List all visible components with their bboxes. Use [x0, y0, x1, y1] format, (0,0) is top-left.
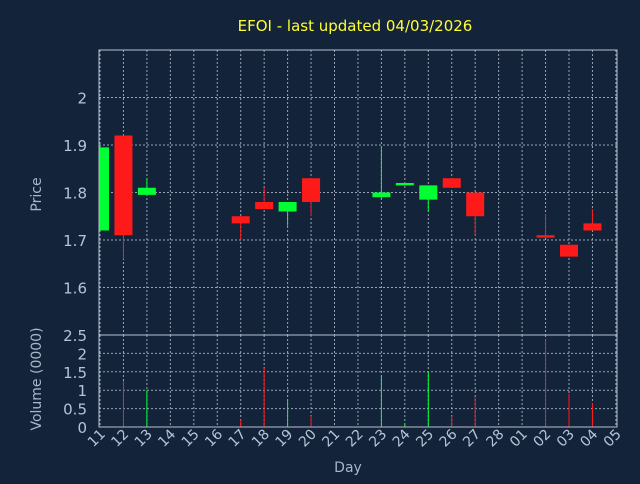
candle-11 — [99, 145, 109, 231]
x-tick-label: 15 — [179, 427, 203, 451]
volume-tick-label: 0.5 — [63, 401, 87, 419]
x-tick-label: 14 — [155, 426, 179, 450]
candle-body — [114, 135, 133, 236]
candle-body — [442, 178, 461, 188]
candle-17 — [231, 216, 250, 240]
candle-27 — [466, 192, 485, 236]
day-axis-label: Day — [334, 460, 362, 476]
volume-tick-label: 1 — [77, 382, 87, 400]
volume-tick-label: 0 — [77, 419, 87, 437]
price-tick-label: 1.8 — [63, 185, 87, 203]
candle-13 — [137, 178, 156, 195]
x-tick-label: 16 — [202, 426, 226, 450]
x-tick-label: 05 — [601, 427, 625, 451]
x-tick-label: 24 — [390, 426, 414, 450]
candle-18 — [255, 187, 274, 210]
x-tick-label: 26 — [437, 426, 461, 450]
price-axis-label: Price — [29, 177, 45, 211]
x-tick-labels: 11 12 13 14 15 16 17 18 19 20 21 22 23 24 25 26 27 28 01 02… — [85, 426, 625, 450]
candle-12 — [114, 135, 133, 259]
candle-26 — [442, 178, 461, 188]
chart-title: EFOI - last updated 04/03/2026 — [238, 17, 473, 35]
candle-body — [255, 202, 274, 210]
volume-frame — [98, 334, 618, 428]
candles — [99, 135, 602, 259]
x-tick-label: 21 — [319, 427, 343, 451]
candle-body — [395, 183, 414, 186]
volume-tick-label: 2.5 — [63, 327, 87, 345]
candle-24 — [395, 183, 414, 186]
x-tick-label: 20 — [296, 427, 320, 451]
price-grid — [99, 50, 617, 335]
x-tick-label: 12 — [108, 427, 132, 451]
candle-25 — [419, 185, 438, 212]
x-tick-label: 22 — [343, 427, 367, 451]
price-tick-label: 1.6 — [63, 280, 87, 298]
x-tick-label: 11 — [85, 427, 109, 451]
candle-23 — [372, 147, 391, 200]
x-tick-label: 28 — [484, 427, 508, 451]
candle-body — [583, 223, 602, 231]
x-tick-label: 01 — [507, 427, 531, 451]
x-tick-label: 13 — [132, 427, 156, 451]
volume-tick-label: 2 — [77, 345, 87, 363]
candle-02 — [536, 213, 555, 238]
x-tick-label: 18 — [249, 427, 273, 451]
candle-body — [278, 202, 297, 212]
candle-body — [99, 147, 109, 231]
candle-20 — [302, 178, 321, 217]
candle-body — [419, 185, 438, 200]
candle-body — [302, 178, 321, 202]
candle-19 — [278, 202, 297, 226]
plot-frames — [98, 49, 618, 428]
x-tick-label: 23 — [366, 427, 390, 451]
price-tick-label: 2 — [77, 90, 87, 108]
candle-body — [231, 216, 250, 224]
volume-tick-label: 1.5 — [63, 364, 87, 382]
x-tick-label: 02 — [530, 427, 554, 451]
x-tick-label: 17 — [226, 427, 250, 451]
candle-body — [372, 192, 391, 198]
x-tick-label: 19 — [273, 427, 297, 451]
volume-bars — [122, 338, 593, 427]
candle-03 — [560, 244, 578, 257]
x-tick-label: 27 — [460, 427, 484, 451]
x-tick-label: 04 — [577, 426, 601, 450]
price-tick-label: 1.7 — [63, 232, 87, 250]
x-tick-label: 03 — [554, 427, 578, 451]
candle-04 — [583, 209, 602, 231]
candle-body — [560, 244, 578, 257]
x-tick-label: 25 — [413, 427, 437, 451]
candle-body — [536, 235, 555, 238]
candle-body — [466, 192, 485, 217]
volume-axis-label: Volume (0000) — [29, 327, 45, 430]
price-tick-label: 1.9 — [63, 137, 87, 155]
volume-grid — [99, 335, 617, 427]
candle-body — [137, 187, 156, 195]
